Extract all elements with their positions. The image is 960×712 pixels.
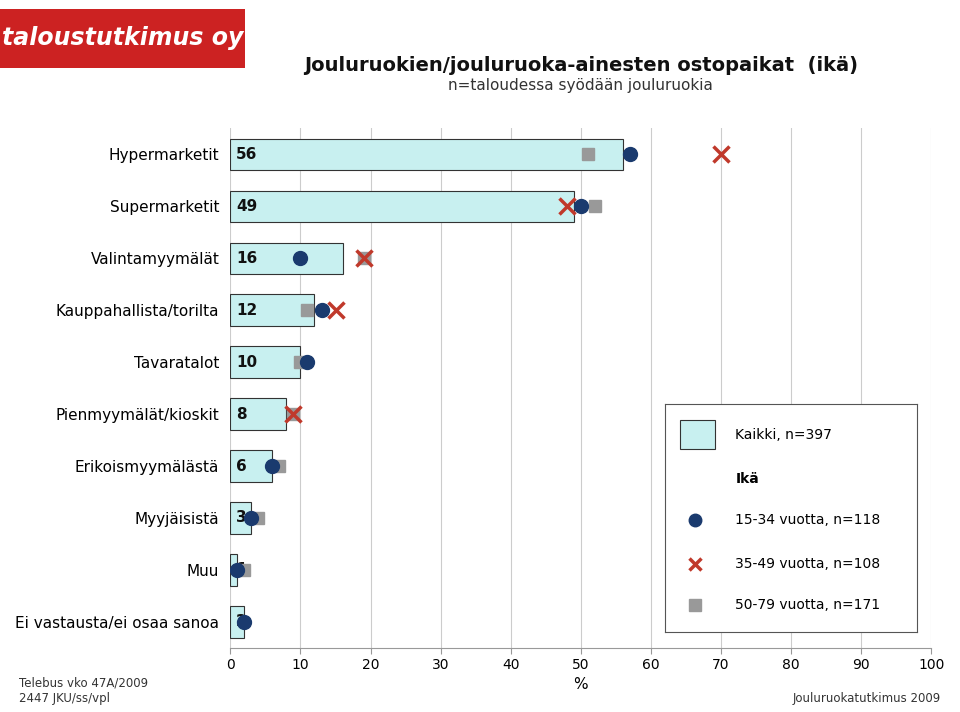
Bar [230,607,245,637]
Text: 12: 12 [236,303,257,318]
Bar [230,503,252,533]
Bar [230,243,343,273]
X-axis label: %: % [573,676,588,691]
Bar [230,139,623,169]
Text: 35-49 vuotta, n=108: 35-49 vuotta, n=108 [735,557,880,571]
Text: 49: 49 [236,199,257,214]
Text: 56: 56 [236,147,257,162]
Text: 50-79 vuotta, n=171: 50-79 vuotta, n=171 [735,598,880,612]
Bar [230,191,574,221]
Bar [230,451,273,481]
Text: Kaikki, n=397: Kaikki, n=397 [735,427,832,441]
FancyBboxPatch shape [680,419,715,449]
Text: Jouluruokatutkimus 2009: Jouluruokatutkimus 2009 [793,692,941,705]
Text: Telebus vko 47A/2009
2447 JKU/ss/vpl: Telebus vko 47A/2009 2447 JKU/ss/vpl [19,677,149,705]
Text: 2: 2 [236,614,247,629]
Text: 1: 1 [236,562,247,577]
Bar [230,347,300,377]
Text: taloustutkimus oy: taloustutkimus oy [2,26,243,51]
Text: n=taloudessa syödään jouluruokia: n=taloudessa syödään jouluruokia [448,78,713,93]
Text: Jouluruokien/jouluruoka-ainesten ostopaikat  (ikä): Jouluruokien/jouluruoka-ainesten ostopai… [303,56,858,75]
Text: 10: 10 [236,355,257,370]
Text: 15-34 vuotta, n=118: 15-34 vuotta, n=118 [735,513,880,528]
Text: 8: 8 [236,407,247,422]
Text: Ikä: Ikä [735,472,759,486]
Text: 16: 16 [236,251,257,266]
Text: 3: 3 [236,511,247,525]
Bar [230,555,237,585]
Bar [230,295,315,325]
Bar [230,399,286,429]
Text: 6: 6 [236,459,247,473]
